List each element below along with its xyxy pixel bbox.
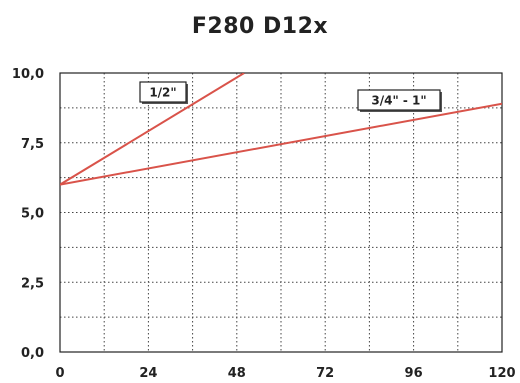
- y-tick-label: 0,0: [21, 346, 44, 361]
- x-tick-label: 72: [316, 366, 334, 381]
- series-label-box: [139, 81, 187, 103]
- x-tick-label: 120: [488, 366, 515, 381]
- series-lines: [60, 73, 502, 186]
- y-tick-label: 7,5: [21, 137, 44, 152]
- plot-frame: [59, 72, 503, 353]
- series-label-text: 3/4" - 1": [371, 94, 426, 108]
- y-tick-label: 2,5: [21, 276, 44, 291]
- series-line-1: [60, 73, 245, 186]
- y-tick-label: 10,0: [12, 67, 44, 82]
- y-tick-label: 5,0: [21, 207, 44, 222]
- tick-labels: 0,0 2,5 5,0 7,5 10,0 0 24 48 72 96 120: [12, 67, 516, 381]
- series-label-1: 1/2": [139, 81, 188, 104]
- series-label-box: [357, 89, 441, 111]
- x-tick-label: 96: [405, 366, 423, 381]
- series-label-text: 1/2": [149, 86, 176, 100]
- series-label-2: 3/4" - 1": [357, 89, 442, 112]
- x-tick-label: 0: [55, 366, 64, 381]
- grid: [60, 73, 502, 352]
- chart-title: F280 D12x: [191, 14, 329, 39]
- axes: [59, 72, 503, 353]
- x-tick-label: 24: [139, 366, 157, 381]
- series-line-2: [60, 102, 502, 186]
- series-labels: 1/2" 3/4" - 1": [139, 81, 442, 112]
- x-tick-label: 48: [228, 366, 246, 381]
